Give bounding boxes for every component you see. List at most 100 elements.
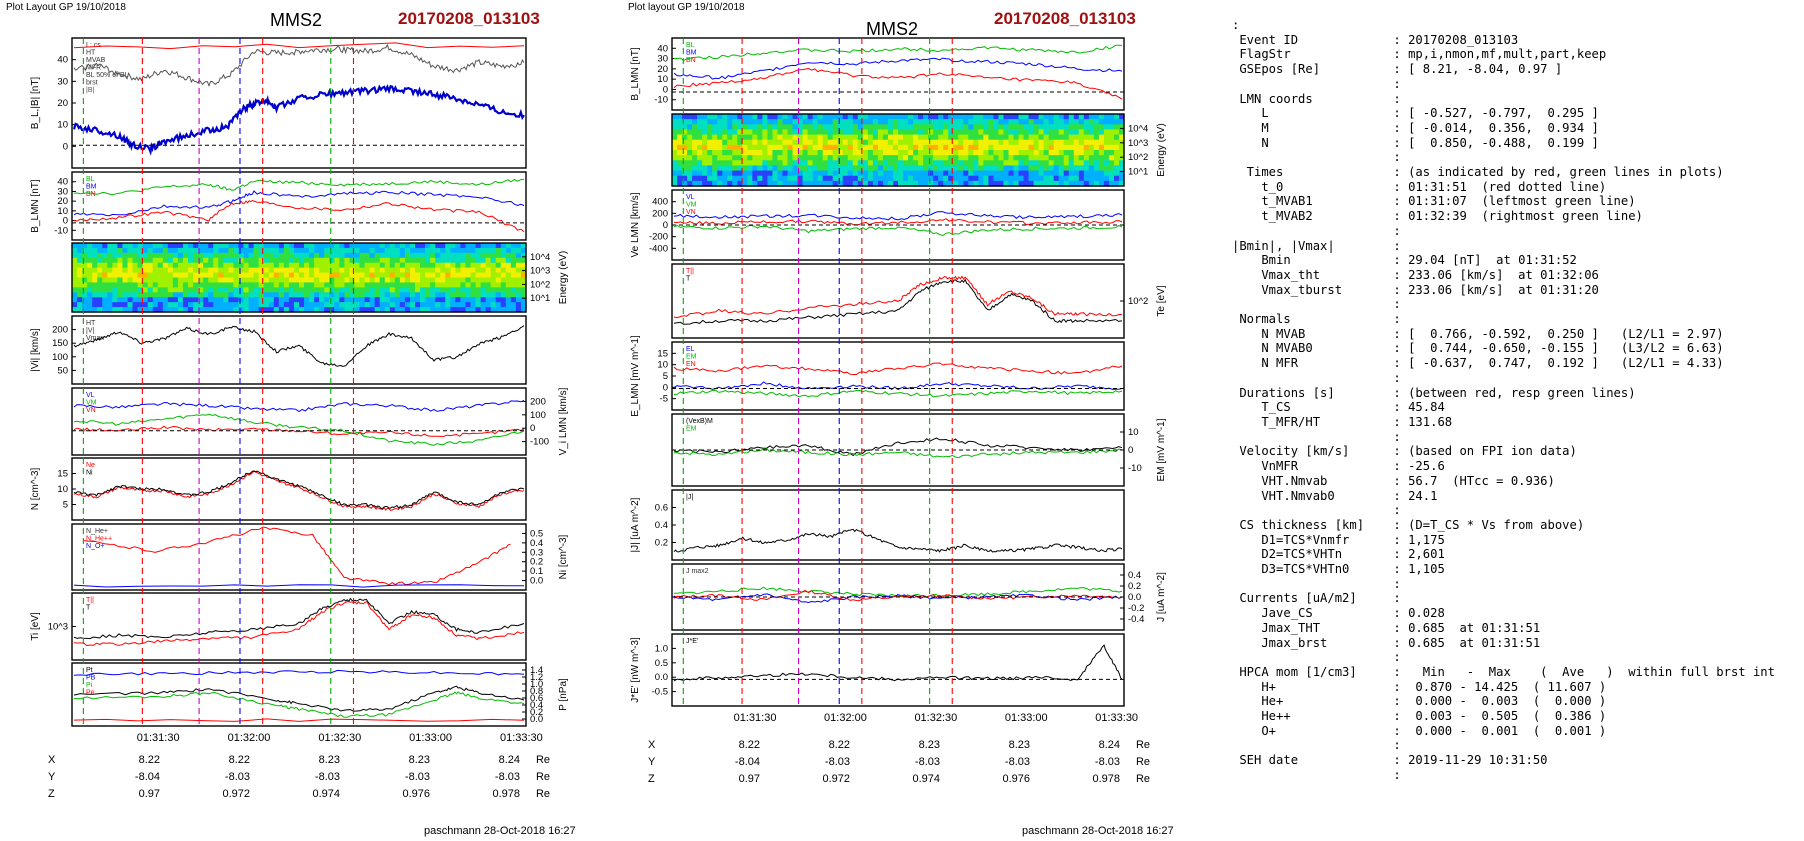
spectrogram-cell <box>182 282 189 288</box>
spectrogram-cell <box>172 287 179 293</box>
info-line: D2=TCS*VHTn : 2,601 <box>1232 547 1445 562</box>
spectrogram-cell <box>1048 175 1055 182</box>
spectrogram-cell <box>389 247 396 254</box>
spectrogram-cell <box>288 302 295 308</box>
spectrogram-cell <box>933 134 939 141</box>
spectrogram-cell <box>867 114 874 120</box>
spectrogram-cell <box>1038 134 1045 141</box>
spectrogram-cell <box>777 175 784 182</box>
spectrogram-cell <box>797 170 804 177</box>
spectrogram-cell <box>470 307 477 313</box>
spectrogram-cell <box>319 282 325 288</box>
spectrogram-cell <box>1073 150 1080 156</box>
spectrogram-cell <box>193 287 199 293</box>
spectrogram-cell <box>399 292 406 298</box>
spectrogram-cell <box>772 160 779 167</box>
spectrogram-cell <box>842 134 849 141</box>
spectrogram-cell <box>188 292 194 298</box>
spectrogram-cell <box>97 247 103 254</box>
spectrogram-cell <box>268 302 275 308</box>
spectrogram-cell <box>450 302 456 308</box>
spectrogram-cell <box>682 160 688 167</box>
spectrogram-cell <box>687 134 693 141</box>
y-tick-label: 0.4 <box>530 700 543 711</box>
spectrogram-cell <box>727 150 733 156</box>
spectrogram-cell <box>495 292 502 298</box>
spectrogram-cell <box>334 247 340 254</box>
spectrogram-cell <box>752 180 758 187</box>
spectrogram-cell <box>892 160 899 167</box>
spectrogram-cell <box>867 170 874 177</box>
spectrogram-cell <box>1033 170 1040 177</box>
spectrogram-cell <box>817 119 824 125</box>
spectrogram-cell <box>1103 180 1110 187</box>
legend-entry: PB <box>86 675 96 682</box>
plot-panel: 0.20.40.6|J| [uA m^-2]|J| <box>630 489 1125 561</box>
spectrogram-cell <box>238 257 245 264</box>
spectrogram-cell <box>1043 114 1050 120</box>
spectrogram-cell <box>495 307 502 313</box>
spectrogram-cell <box>877 144 884 151</box>
spectrogram-cell <box>460 252 467 259</box>
spectrogram-cell <box>837 160 844 167</box>
spectrogram-cell <box>445 243 451 249</box>
spectrogram-cell <box>384 292 391 298</box>
y-tick-label: -10 <box>54 225 68 236</box>
spectrogram-cell <box>435 277 441 284</box>
spectrogram-cell <box>177 257 184 264</box>
spectrogram-cell <box>1003 150 1010 156</box>
spectrogram-cell <box>379 272 386 279</box>
spectrogram-cell <box>953 129 959 136</box>
spectrogram-cell <box>425 292 431 298</box>
spectrogram-cell <box>278 287 285 293</box>
spectrogram-cell <box>132 257 139 264</box>
spectrogram-cell <box>374 272 381 279</box>
spectrogram-cell <box>142 272 149 279</box>
spectrogram-cell <box>1098 155 1105 161</box>
spectrogram-cell <box>1053 144 1060 151</box>
spectrogram-cell <box>928 160 934 167</box>
spectrogram-cell <box>1093 114 1100 120</box>
spectrogram-cell <box>460 257 467 264</box>
spectrogram-cell <box>953 165 959 172</box>
spectrogram-cell <box>953 160 959 167</box>
spectrogram-cell <box>807 165 814 172</box>
spectrogram-cell <box>198 262 204 269</box>
spectrogram-cell <box>898 170 904 177</box>
spectrogram-cell <box>415 282 421 288</box>
info-line: FlagStr : mp,i,nmon,mf,mult,part,keep <box>1232 47 1607 62</box>
data-series-line <box>673 362 1123 375</box>
spectrogram-cell <box>1058 144 1065 151</box>
spectrogram-cell <box>1113 180 1120 187</box>
spectrogram-cell <box>1043 175 1050 182</box>
spectrogram-cell <box>228 277 235 284</box>
spectrogram-cell <box>233 282 240 288</box>
spectrogram-cell <box>147 252 154 259</box>
spectrogram-cell <box>1103 144 1110 151</box>
spectrogram-cell <box>167 272 174 279</box>
spectrogram-cell <box>182 262 189 269</box>
spectrogram-cell <box>465 287 472 293</box>
spectrogram-cell <box>1018 180 1025 187</box>
spectrogram-cell <box>470 267 477 274</box>
spectrogram-cell <box>717 139 723 146</box>
spectrogram-cell <box>253 287 260 293</box>
spectrogram-cell <box>717 124 723 131</box>
spectrogram-cell <box>732 114 738 120</box>
spectrogram-cell <box>862 170 869 177</box>
spectrogram-cell <box>505 267 512 274</box>
spectrogram-cell <box>213 257 219 264</box>
spectrogram-cell <box>248 272 255 279</box>
spectrogram-cell <box>450 272 456 279</box>
spectrogram-cell <box>752 165 758 172</box>
spectrogram-cell <box>404 292 411 298</box>
spectrogram-cell <box>717 144 723 151</box>
spectrogram-cell <box>988 139 995 146</box>
spectrogram-cell <box>762 170 769 177</box>
spectrogram-cell <box>882 175 889 182</box>
spectrogram-cell <box>1053 150 1060 156</box>
spectrogram-cell <box>903 124 909 131</box>
spectrogram-cell <box>752 134 758 141</box>
